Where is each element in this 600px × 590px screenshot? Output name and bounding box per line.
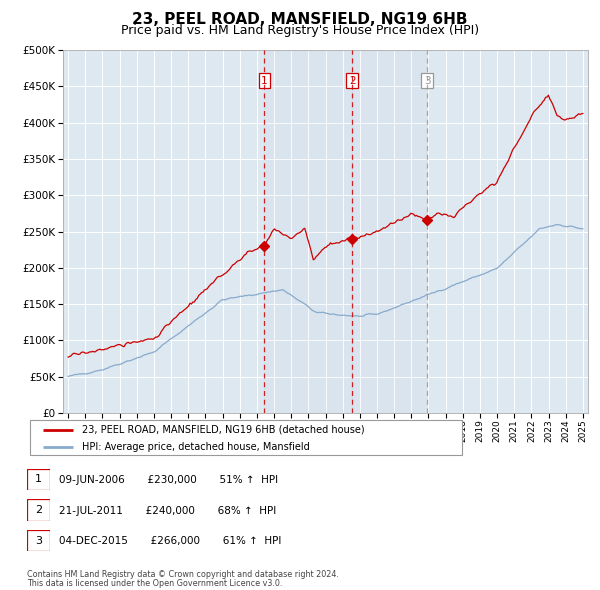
Text: HPI: Average price, detached house, Mansfield: HPI: Average price, detached house, Mans… <box>82 442 310 451</box>
Text: 2: 2 <box>349 76 355 86</box>
FancyBboxPatch shape <box>27 468 50 490</box>
Text: 23, PEEL ROAD, MANSFIELD, NG19 6HB: 23, PEEL ROAD, MANSFIELD, NG19 6HB <box>132 12 468 27</box>
FancyBboxPatch shape <box>27 530 50 552</box>
FancyBboxPatch shape <box>27 499 50 521</box>
Text: 3: 3 <box>35 536 42 546</box>
Text: 1: 1 <box>35 474 42 484</box>
Text: 3: 3 <box>424 76 430 86</box>
Text: Contains HM Land Registry data © Crown copyright and database right 2024.: Contains HM Land Registry data © Crown c… <box>27 570 339 579</box>
Text: This data is licensed under the Open Government Licence v3.0.: This data is licensed under the Open Gov… <box>27 579 283 588</box>
Text: 1: 1 <box>261 76 268 86</box>
Text: 09-JUN-2006       £230,000       51% ↑  HPI: 09-JUN-2006 £230,000 51% ↑ HPI <box>59 475 278 485</box>
Text: 21-JUL-2011       £240,000       68% ↑  HPI: 21-JUL-2011 £240,000 68% ↑ HPI <box>59 506 276 516</box>
Text: 2: 2 <box>35 505 42 515</box>
Bar <box>352 50 427 413</box>
Text: 23, PEEL ROAD, MANSFIELD, NG19 6HB (detached house): 23, PEEL ROAD, MANSFIELD, NG19 6HB (deta… <box>82 425 364 435</box>
Bar <box>265 50 352 413</box>
Text: Price paid vs. HM Land Registry's House Price Index (HPI): Price paid vs. HM Land Registry's House … <box>121 24 479 37</box>
Text: 04-DEC-2015       £266,000       61% ↑  HPI: 04-DEC-2015 £266,000 61% ↑ HPI <box>59 536 281 546</box>
FancyBboxPatch shape <box>30 420 462 455</box>
